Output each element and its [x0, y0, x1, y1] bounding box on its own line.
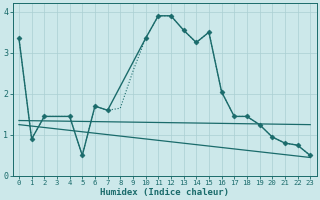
X-axis label: Humidex (Indice chaleur): Humidex (Indice chaleur)	[100, 188, 229, 197]
